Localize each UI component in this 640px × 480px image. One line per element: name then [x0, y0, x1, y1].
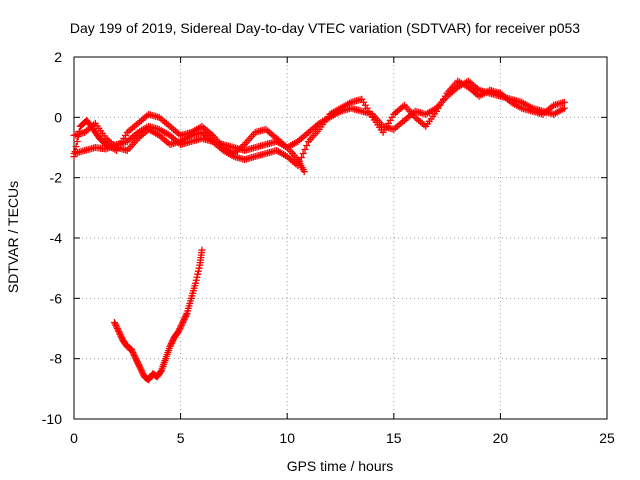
x-tick-label: 25	[599, 430, 615, 446]
data-point	[167, 340, 175, 348]
y-tick-label: -10	[42, 411, 62, 427]
data-point	[180, 315, 188, 323]
x-tick-label: 10	[279, 430, 295, 446]
data-point	[182, 312, 190, 320]
series-dip	[111, 246, 206, 384]
data-point	[115, 329, 123, 337]
data-point	[194, 267, 202, 275]
y-tick-label: -4	[50, 230, 63, 246]
data-point	[177, 323, 185, 331]
data-point	[111, 320, 119, 328]
series-track-c	[70, 110, 308, 176]
data-point	[130, 350, 138, 358]
data-point	[118, 334, 126, 342]
axis-ticks: 0 5 10 15 20 25 -10 -8 -6 -4 -2 0 2	[42, 49, 615, 446]
data-point	[181, 314, 189, 322]
data-point	[128, 346, 136, 354]
data-point	[139, 370, 147, 378]
data-point	[177, 321, 185, 329]
y-tick-label: -2	[50, 170, 63, 186]
data-point	[72, 142, 80, 150]
data-point	[134, 359, 142, 367]
data-point	[117, 332, 125, 340]
data-point	[113, 325, 121, 332]
data-point	[114, 326, 122, 334]
data-point	[182, 311, 190, 319]
y-tick-label: -8	[50, 351, 63, 367]
data-point	[301, 146, 309, 154]
data-point	[168, 338, 176, 346]
data-point	[138, 367, 146, 375]
data-points	[70, 77, 568, 384]
data-point	[193, 273, 201, 281]
data-point	[179, 318, 187, 326]
data-point	[112, 321, 120, 329]
data-point	[198, 246, 206, 254]
data-point	[179, 317, 187, 325]
data-point	[303, 141, 311, 149]
data-point	[111, 318, 119, 326]
data-point	[560, 98, 568, 106]
chart-title: Day 199 of 2019, Sidereal Day-to-day VTE…	[70, 20, 580, 36]
x-tick-label: 15	[386, 430, 402, 446]
data-point	[169, 337, 177, 345]
x-tick-label: 20	[493, 430, 509, 446]
data-point	[113, 323, 121, 331]
data-point	[129, 349, 137, 357]
y-tick-label: -6	[50, 290, 63, 306]
data-point	[166, 343, 174, 351]
data-point	[178, 320, 186, 328]
data-point	[71, 148, 79, 156]
data-point	[115, 328, 123, 336]
data-point	[128, 347, 136, 355]
y-tick-label: 0	[54, 109, 62, 125]
data-point	[195, 264, 203, 272]
data-point	[299, 150, 307, 158]
data-point	[174, 328, 182, 336]
data-point	[300, 168, 308, 176]
data-point	[137, 365, 145, 373]
data-point	[176, 325, 184, 332]
data-point	[157, 368, 165, 376]
data-point	[167, 341, 175, 349]
data-point	[131, 353, 139, 361]
data-point	[192, 276, 200, 284]
x-tick-label: 5	[177, 430, 185, 446]
data-point	[73, 137, 81, 145]
data-point	[135, 361, 143, 369]
x-tick-label: 0	[70, 430, 78, 446]
x-axis-title: GPS time / hours	[287, 458, 394, 474]
data-point	[192, 279, 200, 287]
data-point	[136, 364, 144, 372]
y-tick-label: 2	[54, 49, 62, 65]
series-track-b	[70, 77, 568, 170]
data-point	[133, 358, 141, 366]
data-point	[132, 355, 140, 363]
data-point	[135, 362, 143, 370]
data-point	[116, 331, 124, 339]
data-point	[175, 326, 183, 334]
data-point	[194, 270, 202, 278]
data-point	[138, 368, 146, 376]
data-point	[560, 104, 568, 112]
data-point	[74, 132, 82, 140]
y-axis-title: SDTVAR / TECUs	[5, 181, 21, 293]
data-point	[75, 127, 83, 135]
data-point	[133, 356, 141, 364]
data-point	[130, 352, 138, 360]
data-point	[70, 153, 78, 161]
